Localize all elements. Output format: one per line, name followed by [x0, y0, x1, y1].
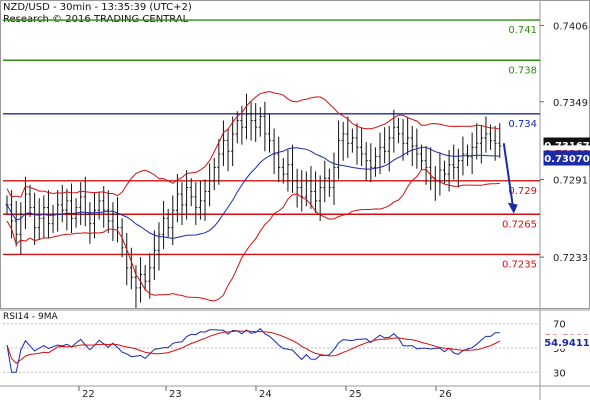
bollinger-lower: [6, 169, 500, 302]
rsi-tick-label: 30: [553, 368, 566, 379]
rsi-tag-box: [544, 335, 590, 350]
price-tag-label: 0.73070: [544, 154, 590, 165]
y-tick-label: 0.7406: [553, 21, 588, 32]
rsi-line: [6, 328, 500, 373]
x-tick-label: 24: [259, 389, 272, 400]
x-tick-label: 25: [349, 389, 362, 400]
rsi-tag-label: 54.9411: [544, 338, 590, 349]
bollinger-upper: [6, 90, 500, 198]
x-tick-label: 22: [82, 389, 95, 400]
rsi-panel-title: RSI14 - 9MA: [3, 312, 58, 322]
level-label: 0.7235: [502, 259, 537, 270]
level-label: 0.741: [508, 25, 537, 36]
level-label: 0.738: [508, 65, 537, 76]
y-tick-label: 0.7233: [553, 253, 588, 264]
chart-title: NZD/USD - 30min - 13:35:39 (UTC+2): [3, 2, 192, 13]
x-tick-label: 23: [169, 389, 182, 400]
level-label: 0.7265: [502, 219, 537, 230]
x-tick-label: 26: [439, 389, 452, 400]
y-tick-label: 0.7291: [553, 175, 588, 186]
projection-arrow: [502, 143, 514, 206]
rsi-tick-label: 70: [553, 320, 566, 331]
rsi-ma-line: [6, 330, 501, 364]
projection-arrow-head: [507, 202, 518, 214]
rsi-tick-label: 50: [553, 344, 566, 355]
level-label: 0.734: [508, 119, 537, 130]
level-label: 0.729: [508, 186, 537, 197]
y-tick-label: 0.7349: [553, 98, 588, 109]
moving-average: [6, 146, 500, 239]
price-tag-box: [543, 150, 590, 166]
